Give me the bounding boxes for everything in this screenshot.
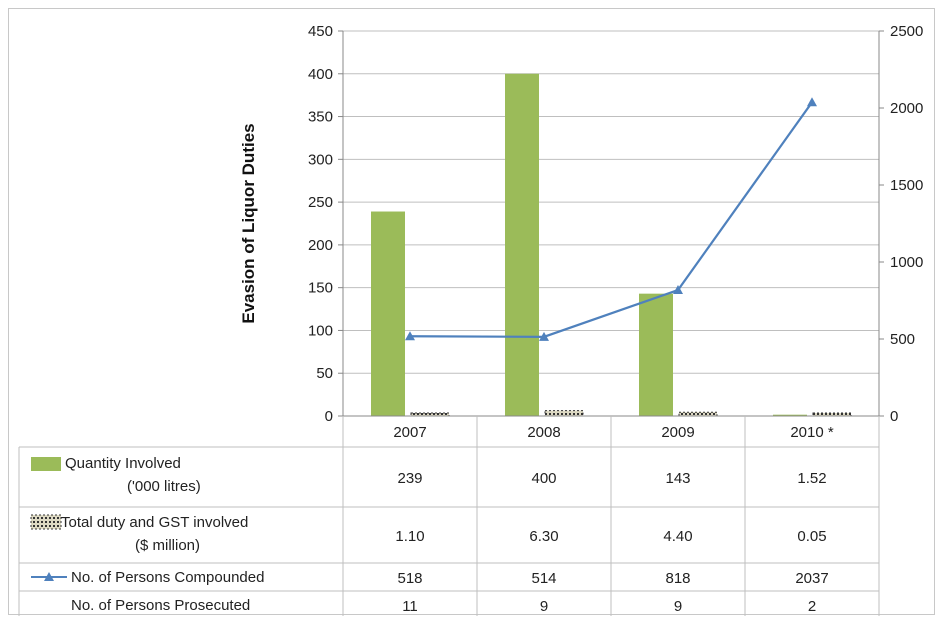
table-cell: 239 [397,470,422,487]
row-label-quantity: Quantity Involved [65,455,181,472]
y-tick-label: 400 [308,66,333,83]
table-cell: 1.10 [395,528,424,545]
bars [371,73,852,417]
line-series [405,97,817,341]
bar-quantity [505,73,539,417]
chart-frame: 0 50 100 150 200 250 300 350 400 450 0 500 1000 1500 2… [8,8,935,616]
table-cell: 0.05 [797,528,826,545]
x-tick-label: 2008 [527,424,560,441]
y2-tick-label: 2500 [890,23,923,40]
legend-marker-triangle [44,572,54,581]
y2-tick-label: 500 [890,331,915,348]
bar-quantity [639,293,673,416]
table-cell: 400 [531,470,556,487]
y-tick-label: 0 [325,408,333,425]
table-cell: 143 [665,470,690,487]
row-label-quantity-unit: ('000 litres) [127,478,201,495]
table-cell: 818 [665,570,690,587]
y2-tick-label: 1000 [890,254,923,271]
table-cell: 9 [674,598,682,615]
y2-tick-label: 1500 [890,177,923,194]
x-tick-label: 2010 * [790,424,834,441]
table-cell: 518 [397,570,422,587]
y-tick-label: 450 [308,23,333,40]
table-cell: 6.30 [529,528,558,545]
bar-quantity [773,414,807,416]
y-tick-label: 100 [308,322,333,339]
legend-swatch-quantity [31,457,61,471]
table-cell: 514 [531,570,556,587]
line-marker-triangle [807,97,817,107]
x-tick-label: 2007 [393,424,426,441]
chart: 0 50 100 150 200 250 300 350 400 450 0 500 1000 1500 2… [18,23,923,616]
table-cell: 1.52 [797,470,826,487]
line-marker-triangle [673,285,683,295]
legend-swatch-duty-gst [30,514,62,530]
bar-duty-gst [544,410,584,417]
y-tick-label: 350 [308,109,333,126]
x-tick-label: 2009 [661,424,694,441]
table-cell: 11 [402,598,418,615]
y2-tick-label: 2000 [890,100,923,117]
bar-duty-gst [678,411,718,417]
row-label-persons-compounded: No. of Persons Compounded [71,569,264,586]
row-label-persons-prosecuted: No. of Persons Prosecuted [71,597,250,614]
gridlines [343,30,879,417]
table-cell: 9 [540,598,548,615]
line-persons-compounded [409,101,813,338]
table-cell: 2 [808,598,816,615]
y-tick-label: 150 [308,280,333,297]
y-axis-label: Evasion of Liquor Duties [239,123,258,323]
y-tick-label: 200 [308,237,333,254]
y-tick-label: 250 [308,194,333,211]
line-marker-triangle [539,331,549,341]
line-marker-triangle [405,331,415,341]
y2-tick-label: 0 [890,408,898,425]
row-label-duty-gst-unit: ($ million) [135,537,200,554]
bar-quantity [371,211,405,416]
data-table: 2007 2008 2009 2010 * Quantity Involved ('000… [18,416,880,616]
y-tick-label: 300 [308,151,333,168]
table-cell: 4.40 [663,528,692,545]
table-cell: 2037 [795,570,828,587]
row-label-duty-gst: Total duty and GST involved [61,514,248,531]
y-tick-label: 50 [316,365,333,382]
axes: 0 50 100 150 200 250 300 350 400 450 0 500 1000 1500 2… [308,23,923,425]
